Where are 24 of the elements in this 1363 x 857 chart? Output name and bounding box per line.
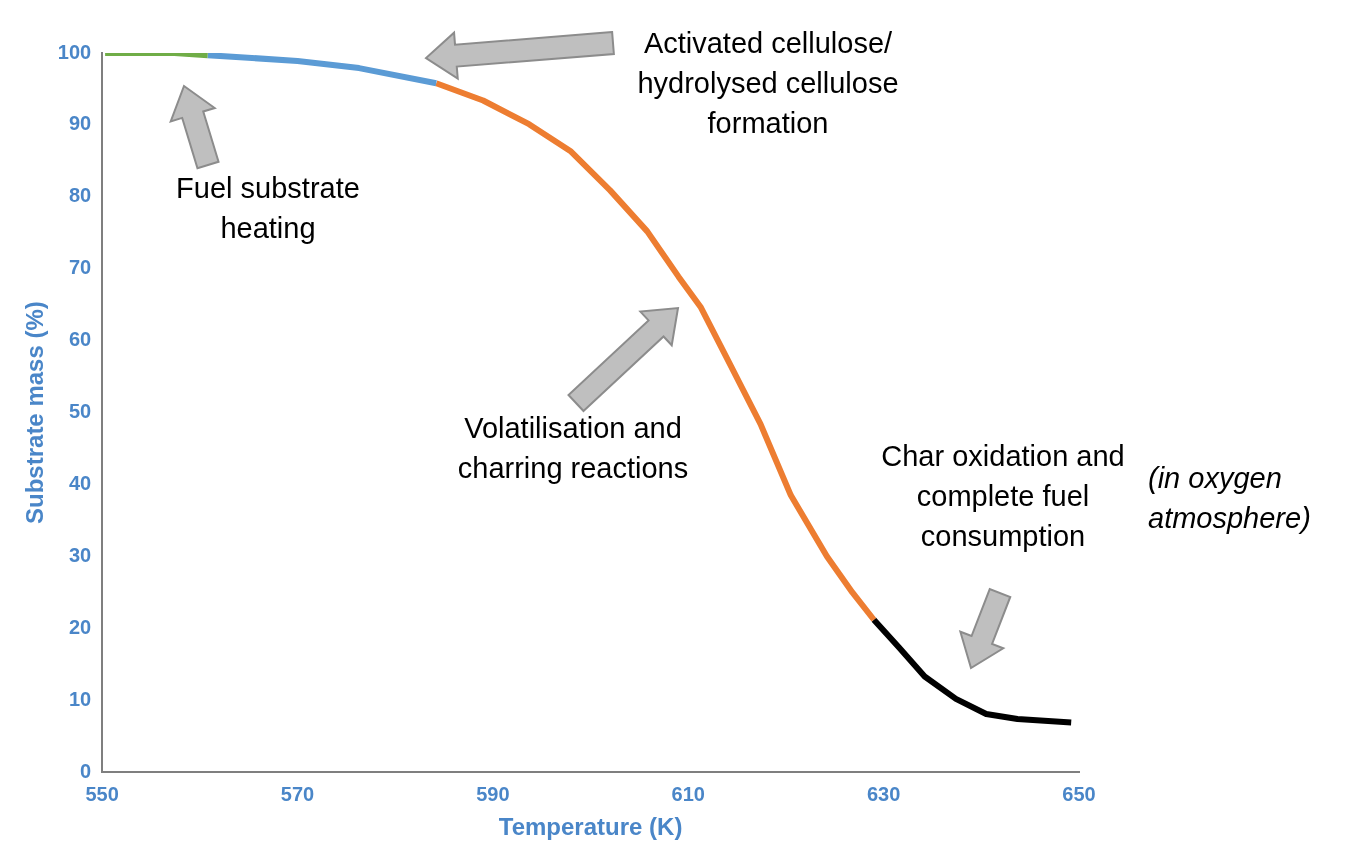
y-tick-label: 80	[68, 184, 92, 207]
annotation: Fuel substrate heating	[175, 171, 361, 246]
y-tick-label: 0	[80, 759, 92, 782]
x-tick-label: 650	[1062, 782, 1096, 805]
annotation: Char oxidation and complete fuel consumption	[881, 440, 1125, 552]
y-axis-title: Substrate mass (%)	[21, 301, 49, 524]
y-tick-label: 10	[68, 687, 92, 710]
y-tick-label: 100	[57, 40, 92, 63]
y-tick-label: 30	[68, 543, 92, 566]
x-tick-label: 570	[280, 782, 315, 805]
y-tick-label: 40	[68, 472, 92, 495]
y-tick-label: 60	[68, 328, 92, 351]
text: (in oxygen atmosphere)	[1148, 461, 1312, 536]
x-axis-title: Temperature (K)	[498, 813, 683, 841]
annotation: Volatilisation and charring reactions	[456, 411, 690, 486]
x-tick-label: 590	[476, 782, 510, 805]
annotation: Activated cellulose/ hydrolysed cellulose formation	[636, 26, 900, 141]
y-tick-label: 50	[68, 400, 92, 423]
x-tick-label: 550	[85, 782, 119, 805]
y-tick-label: 70	[68, 256, 92, 279]
x-tick-label: 610	[671, 782, 705, 805]
y-tick-label: 20	[68, 615, 92, 638]
x-tick-label: 630	[866, 782, 901, 805]
y-tick-label: 90	[68, 112, 92, 135]
